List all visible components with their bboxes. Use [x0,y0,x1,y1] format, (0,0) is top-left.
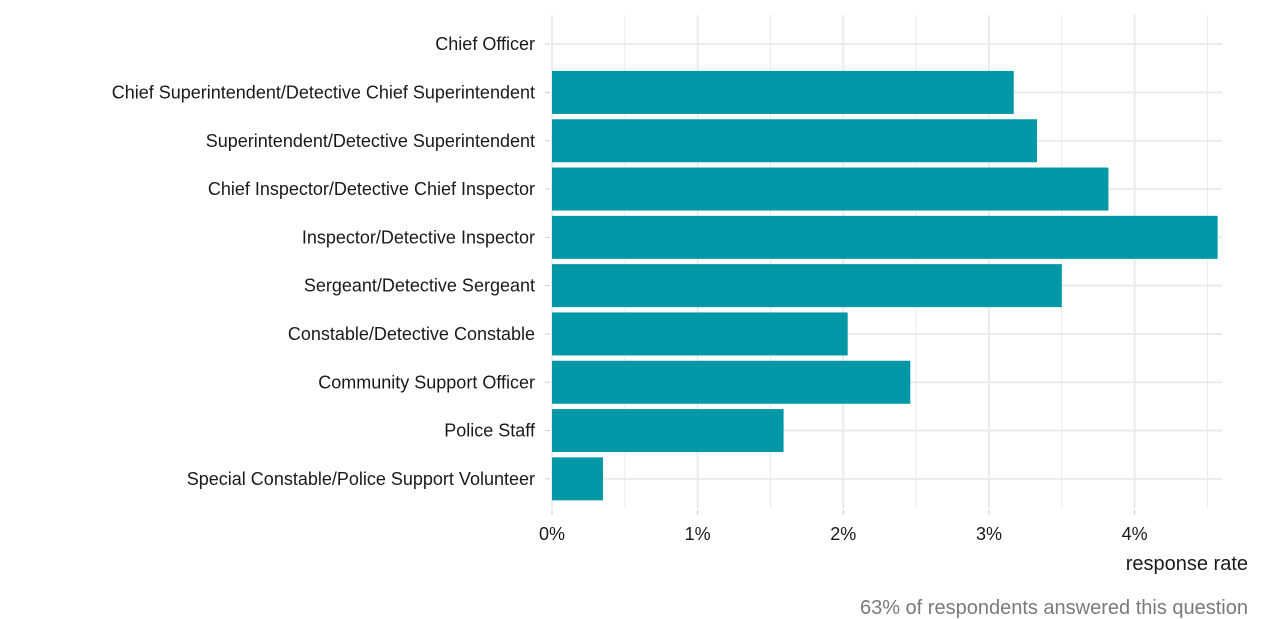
bar [552,70,1014,114]
bar [552,119,1038,163]
category-label: Inspector/Detective Inspector [302,227,535,247]
x-tick-label: 4% [1122,524,1148,544]
category-labels: Chief Officer Chief Superintendent/Detect… [112,34,550,489]
category-label: Community Support Officer [318,372,535,392]
bar [552,215,1218,259]
bar [552,457,603,501]
category-label: Chief Officer [435,34,535,54]
category-label: Sergeant/Detective Sergeant [304,276,535,296]
bars [552,70,1218,501]
x-tick-label: 3% [976,524,1002,544]
bar [552,312,848,356]
bar [552,360,911,404]
x-axis-title: response rate [1126,553,1248,575]
x-tick-label: 2% [830,524,856,544]
bar [552,409,784,453]
category-label: Police Staff [444,421,536,441]
category-label: Superintendent/Detective Superintendent [206,131,535,151]
x-tick-labels: 0% 1% 2% 3% 4% [539,510,1148,544]
category-label: Chief Superintendent/Detective Chief Sup… [112,82,535,102]
x-tick-label: 0% [539,524,565,544]
category-label: Constable/Detective Constable [288,324,535,344]
bar [552,167,1109,211]
category-label: Special Constable/Police Support Volunte… [187,469,535,489]
x-tick-label: 1% [685,524,711,544]
chart-caption: 63% of respondents answered this questio… [860,597,1248,619]
bar [552,264,1062,308]
category-label: Chief Inspector/Detective Chief Inspecto… [208,179,535,199]
